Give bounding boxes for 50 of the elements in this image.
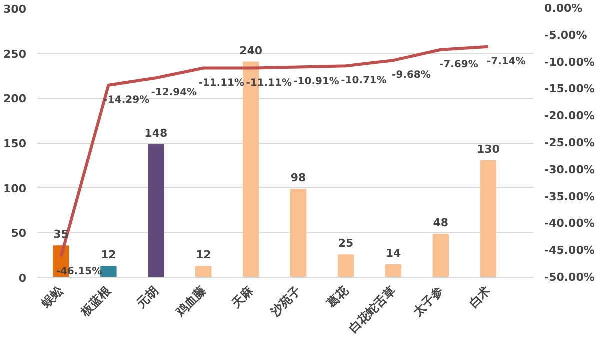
x-tick-label: 天麻 [228,282,257,312]
data-label: 148 [144,126,168,140]
y2-tick-label: -20.00% [544,110,595,123]
bar [338,254,354,278]
x-tick-label: 白术 [466,284,494,310]
data-label: 14 [386,246,402,260]
data-label: -7.14% [486,56,526,68]
bar [432,234,450,278]
data-label: 12 [101,248,116,262]
bar [290,189,307,278]
bar [148,144,164,278]
x-tick-label: 太子参 [410,284,446,320]
y-tick-label: 0 [18,272,27,285]
y2-tick-label: -35.00% [544,190,595,204]
y2-tick-label: -40.00% [544,217,595,230]
x-tick-label: 蜈蚣 [38,282,67,312]
data-label: -12.94% [151,88,198,99]
bar [385,264,402,278]
y2-tick-label: -5.00% [544,28,588,42]
y-tick-label: 250 [4,48,27,61]
y2-tick-label: -45.00% [544,244,595,258]
data-label: 240 [240,44,263,58]
data-label: -9.68% [392,70,431,82]
x-tick-label: 元胡 [134,284,162,312]
y-tick-label: 50 [11,227,27,240]
y2-tick-label: -10.00% [544,56,595,69]
data-label: -10.71% [341,76,387,87]
y-tick-label: 100 [4,182,27,196]
bar [480,160,497,278]
y2-tick-label: 0.00% [544,2,583,15]
bar [196,266,212,278]
x-tick-label: 鸡血藤 [172,284,209,320]
data-label: 98 [290,172,306,185]
y-tick-label: 200 [4,92,27,106]
y2-tick-label: -30.00% [544,163,595,176]
y-tick-label: 300 [4,3,27,16]
data-label: 48 [433,216,449,230]
y2-tick-label: -15.00% [544,82,595,96]
data-label: 130 [476,142,500,156]
y2-tick-label: -50.00% [544,271,595,284]
y-tick-label: 150 [4,138,27,150]
data-label: 25 [338,237,354,250]
data-label: -10.91% [294,76,340,88]
x-tick-label: 葛花 [323,282,352,312]
bar [100,266,117,278]
data-label: 12 [196,248,212,262]
y2-tick-label: -25.00% [544,136,595,150]
data-label: -7.69% [440,59,478,70]
x-tick-label: 沙苑子 [267,284,304,320]
x-tick-label: 板蓝根 [78,282,114,320]
